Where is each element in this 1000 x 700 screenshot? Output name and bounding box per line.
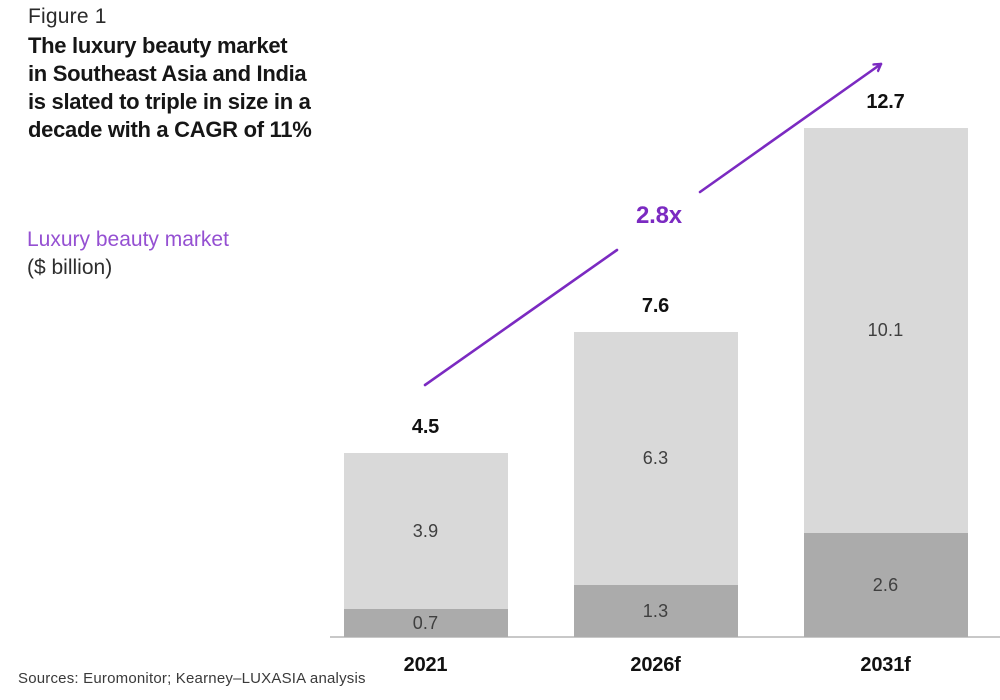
segment-value-label: 1.3	[642, 600, 669, 621]
y-axis-label-series: Luxury beauty market	[27, 228, 229, 251]
bar-group-2026f: 6.3 1.3	[573, 332, 738, 637]
bar-segment-dark: 2.6	[803, 533, 968, 637]
growth-multiplier-label: 2.8x	[636, 202, 682, 229]
y-axis-label: Luxury beauty market ($ billion)	[27, 226, 229, 282]
segment-value-label: 0.7	[412, 612, 439, 633]
bar-segment-light: 6.3	[573, 332, 738, 585]
figure-title-line: is slated to triple in size in a	[28, 89, 311, 114]
x-axis-tick-label: 2026f	[630, 654, 681, 676]
figure-title-line: The luxury beauty market	[28, 33, 288, 58]
bar-group-2021: 3.9 0.7	[343, 453, 508, 637]
segment-value-label: 10.1	[867, 320, 904, 340]
bar-segment-light: 10.1	[803, 128, 968, 533]
figure-title: The luxury beauty market in Southeast As…	[28, 32, 312, 144]
figure-title-line: decade with a CAGR of 11%	[28, 117, 312, 142]
bar-total-label: 12.7	[866, 91, 905, 113]
x-axis-line	[330, 636, 1000, 638]
figure-number-label: Figure 1	[28, 5, 107, 28]
bar-segment-dark: 0.7	[343, 609, 508, 637]
bar-total-label: 4.5	[411, 416, 440, 438]
x-axis-tick-label: 2021	[403, 654, 448, 676]
source-note: Sources: Euromonitor; Kearney–LUXASIA an…	[18, 670, 366, 687]
bar-group-2031f: 10.1 2.6	[803, 128, 968, 637]
segment-value-label: 6.3	[642, 448, 669, 468]
segment-value-label: 2.6	[872, 574, 899, 595]
x-axis-tick-label: 2031f	[860, 654, 911, 676]
y-axis-label-unit: ($ billion)	[27, 256, 113, 279]
bar-segment-dark: 1.3	[573, 585, 738, 637]
bar-total-label: 7.6	[641, 295, 670, 317]
bar-segment-light: 3.9	[343, 453, 508, 609]
figure-title-line: in Southeast Asia and India	[28, 61, 307, 86]
segment-value-label: 3.9	[412, 520, 439, 541]
